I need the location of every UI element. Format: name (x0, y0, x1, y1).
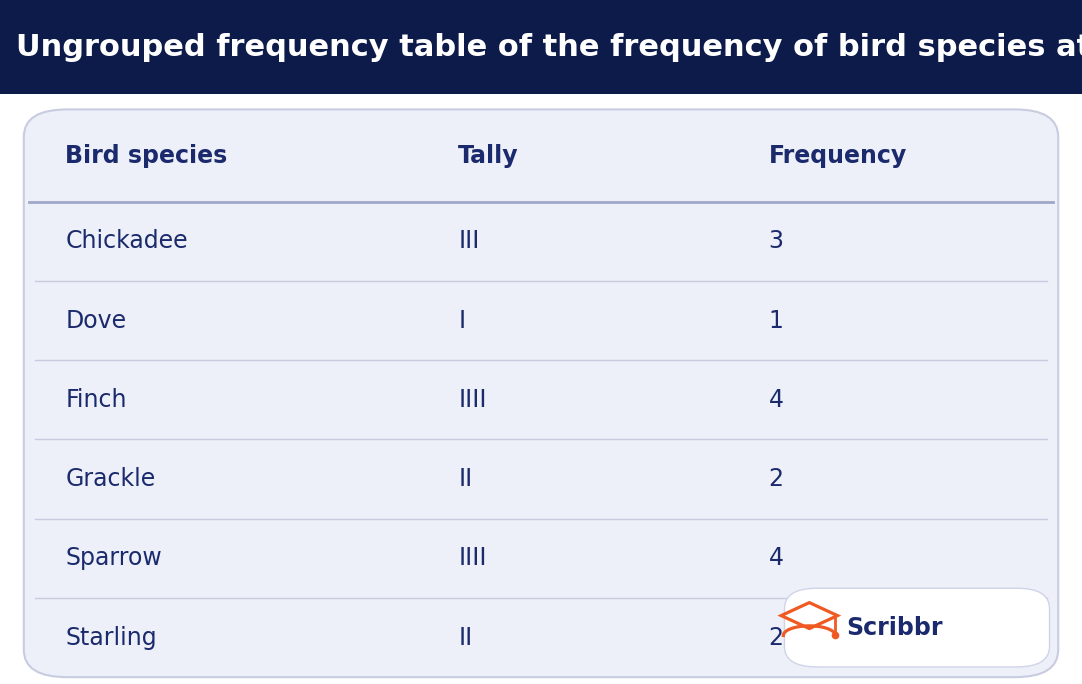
Text: 4: 4 (768, 388, 783, 412)
Text: 4: 4 (768, 547, 783, 570)
Text: III: III (459, 229, 479, 253)
Text: 1: 1 (768, 308, 783, 332)
Text: Starling: Starling (65, 626, 157, 650)
Text: Frequency: Frequency (768, 144, 907, 168)
Text: Sparrow: Sparrow (65, 547, 162, 570)
Text: Grackle: Grackle (65, 467, 156, 491)
Text: IIII: IIII (459, 547, 487, 570)
FancyBboxPatch shape (0, 0, 1082, 94)
Text: II: II (459, 626, 473, 650)
Text: 3: 3 (768, 229, 783, 253)
FancyBboxPatch shape (784, 588, 1050, 667)
Text: Tally: Tally (459, 144, 519, 168)
Text: Dove: Dove (65, 308, 127, 332)
FancyBboxPatch shape (24, 109, 1058, 677)
Text: 2: 2 (768, 626, 783, 650)
Text: Bird species: Bird species (65, 144, 227, 168)
Text: Scribbr: Scribbr (846, 616, 942, 640)
Text: II: II (459, 467, 473, 491)
Text: Ungrouped frequency table of the frequency of bird species at a bird feeder: Ungrouped frequency table of the frequen… (16, 33, 1082, 62)
Text: Finch: Finch (65, 388, 127, 412)
Text: 2: 2 (768, 467, 783, 491)
Text: Chickadee: Chickadee (65, 229, 188, 253)
Text: I: I (459, 308, 465, 332)
Text: IIII: IIII (459, 388, 487, 412)
